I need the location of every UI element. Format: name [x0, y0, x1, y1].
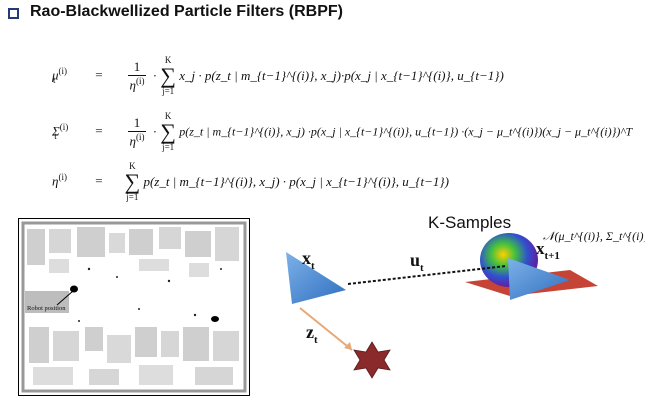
eta-equals: = — [95, 173, 121, 189]
gaussian-label: 𝒩(μ_t^{(i)}, Σ_t^{(i)}) — [543, 229, 645, 243]
z-t-label: zt — [306, 322, 318, 346]
mu-body: x_j · p(z_t | m_{t−1}^{(i)}, x_j)·p(x_j … — [179, 68, 504, 83]
equation-mu: μ(i)t = 1 η(i) · K ∑ j=1 x_j · p(z_t | m… — [52, 56, 504, 96]
checkbox-bullet-icon — [8, 8, 19, 19]
mu-sum-bot: j=1 — [160, 87, 176, 96]
robot-position-marker — [70, 286, 78, 293]
rbpf-diagram-svg: K-Samples 𝒩(μ_t^{(i)}, Σ_t^{(i)}) xt ut … — [260, 200, 645, 400]
sigma-lhs-sub: t — [54, 131, 57, 141]
mu-frac-den-sup: (i) — [136, 76, 145, 86]
sigma-lhs-sup: (i) — [60, 122, 69, 132]
sigma-equals: = — [95, 123, 121, 139]
mu-frac-num: 1 — [128, 59, 147, 76]
equation-sigma: Σ(i)t = 1 η(i) · K ∑ j=1 p(z_t | m_{t−1}… — [52, 112, 632, 152]
sigma-body: p(z_t | m_{t−1}^{(i)}, x_j) ·p(x_j | x_{… — [179, 125, 632, 139]
u-t-label: ut — [410, 250, 424, 274]
pose-xt-triangle — [286, 252, 346, 304]
rbpf-diagram: K-Samples 𝒩(μ_t^{(i)}, Σ_t^{(i)}) xt ut … — [260, 200, 645, 405]
slide-title: Rao-Blackwellized Particle Filters (RBPF… — [30, 3, 343, 21]
sigma-frac-num: 1 — [128, 115, 147, 132]
sigma-sum-bot: j=1 — [160, 143, 176, 152]
occupancy-map: Robot position — [19, 219, 249, 395]
mu-summation: K ∑ j=1 — [160, 56, 176, 96]
eta-summation: K ∑ j=1 — [125, 162, 141, 202]
eta-lhs-sup: (i) — [58, 172, 67, 182]
landmark-star-icon — [354, 342, 390, 378]
robot-position-label: Robot position — [27, 305, 66, 312]
mu-lhs-sub: t — [53, 75, 56, 85]
mu-equals: = — [95, 67, 121, 83]
eta-sum-bot: j=1 — [125, 193, 141, 202]
pose-xt1-triangle — [508, 258, 570, 300]
equation-eta: η(i) = K ∑ j=1 p(z_t | m_{t−1}^{(i)}, x_… — [52, 162, 449, 202]
eta-body: p(z_t | m_{t−1}^{(i)}, x_j) · p(x_j | x_… — [143, 174, 448, 189]
mu-fraction: 1 η(i) — [128, 59, 147, 93]
mu-lhs-sup: (i) — [59, 66, 68, 76]
occupancy-map-figure: Robot position — [18, 218, 250, 396]
k-samples-label: K-Samples — [428, 213, 511, 232]
sigma-fraction: 1 η(i) — [128, 115, 147, 149]
sigma-frac-den-sup: (i) — [136, 132, 145, 142]
sigma-summation: K ∑ j=1 — [160, 112, 176, 152]
